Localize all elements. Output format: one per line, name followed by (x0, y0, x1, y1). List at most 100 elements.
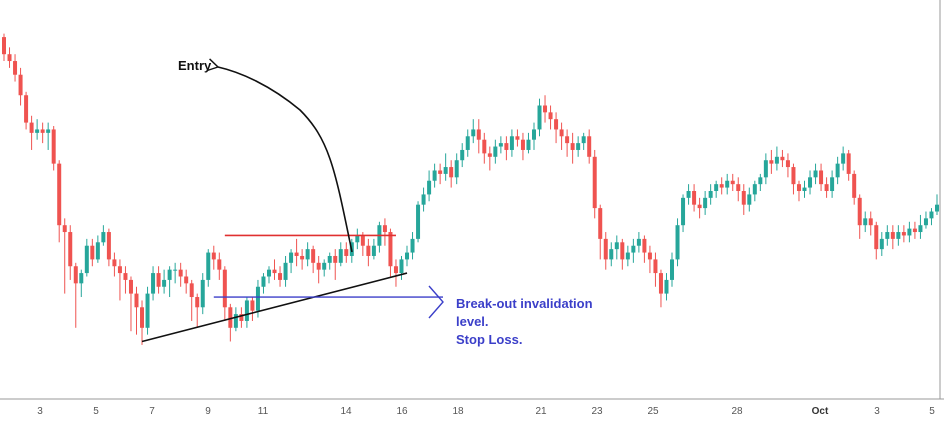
candle-body (741, 191, 746, 205)
candle-body (300, 255, 305, 260)
candle-body (675, 225, 680, 260)
candle-body (609, 249, 614, 260)
candle-body (112, 259, 117, 267)
x-tick-label: 23 (591, 406, 603, 417)
candle-body (261, 276, 266, 287)
candle-body (366, 245, 371, 256)
candle-body (890, 232, 895, 239)
candle (796, 180, 801, 202)
candle-body (449, 167, 454, 178)
candle-body (68, 232, 73, 267)
candle-body (581, 136, 586, 144)
candle-body (509, 136, 514, 150)
candle-body (222, 269, 227, 308)
candle (239, 307, 244, 328)
candle (112, 252, 117, 277)
candle-body (686, 191, 691, 198)
candle (498, 136, 503, 154)
candle (785, 153, 790, 178)
candle-body (162, 279, 167, 287)
candle-body (802, 187, 807, 191)
candle (151, 266, 156, 301)
candle-body (18, 74, 23, 96)
candle-body (338, 249, 343, 263)
candle-body (736, 184, 741, 191)
candle-body (278, 273, 283, 280)
candle (841, 146, 846, 171)
candle (222, 266, 227, 321)
candle-body (206, 252, 211, 280)
candle (863, 211, 868, 233)
candle-body (758, 177, 763, 185)
candle-body (835, 163, 840, 178)
candle (443, 153, 448, 181)
candle-body (520, 139, 525, 150)
x-tick-label: 18 (452, 406, 464, 417)
candle (509, 129, 514, 157)
candle-body (636, 238, 641, 246)
candle-body (211, 252, 216, 260)
candle (515, 129, 520, 147)
candle (714, 180, 719, 198)
x-tick-label: 3 (874, 406, 880, 417)
x-tick-label: 21 (535, 406, 547, 417)
candle (173, 262, 178, 284)
candle-body (145, 293, 150, 328)
candle (421, 187, 426, 212)
candle-body (493, 146, 498, 157)
candle-body (874, 225, 879, 250)
x-tick-label: 3 (37, 406, 43, 417)
candle (399, 255, 404, 280)
x-tick-label: 5 (929, 406, 935, 417)
candle (692, 184, 697, 212)
candle (493, 139, 498, 164)
candle (388, 228, 393, 277)
candle-body (714, 184, 719, 191)
candle-body (305, 249, 310, 260)
candle-body (526, 139, 531, 150)
candle (907, 221, 912, 243)
candle (752, 180, 757, 202)
candle-body (7, 54, 12, 62)
candle (620, 238, 625, 270)
candle-body (592, 156, 597, 209)
candle (614, 235, 619, 260)
candle (200, 273, 205, 315)
entry-label: Entry (178, 58, 212, 73)
candle-body (382, 225, 387, 233)
candle-body (796, 184, 801, 191)
stop-loss-label-line-1: Break-out invalidation (456, 296, 593, 311)
candle-body (780, 156, 785, 161)
candle (134, 286, 139, 335)
candle-body (703, 197, 708, 209)
candle (366, 238, 371, 267)
candle-body (863, 218, 868, 226)
candle (35, 119, 40, 140)
candle (156, 266, 161, 294)
candle (912, 221, 917, 239)
candle-body (427, 180, 432, 195)
candle (84, 238, 89, 277)
candle-body (885, 232, 890, 239)
candle (382, 218, 387, 246)
candle (449, 160, 454, 188)
candle-body (344, 249, 349, 256)
candle (603, 232, 608, 270)
candle (774, 146, 779, 171)
candle-body (35, 129, 40, 133)
candle-body (134, 293, 139, 308)
candle-body (432, 170, 437, 181)
candle-body (598, 208, 603, 239)
candle (427, 170, 432, 202)
candle (266, 266, 271, 284)
stop-loss-label-line-2: level. (456, 314, 489, 329)
candle (432, 163, 437, 188)
candle-body (923, 218, 928, 226)
candle (311, 245, 316, 274)
candle-body (647, 252, 652, 260)
candle (2, 33, 6, 62)
candle-body (95, 242, 100, 260)
candle (868, 211, 873, 236)
candle-body (316, 262, 321, 270)
